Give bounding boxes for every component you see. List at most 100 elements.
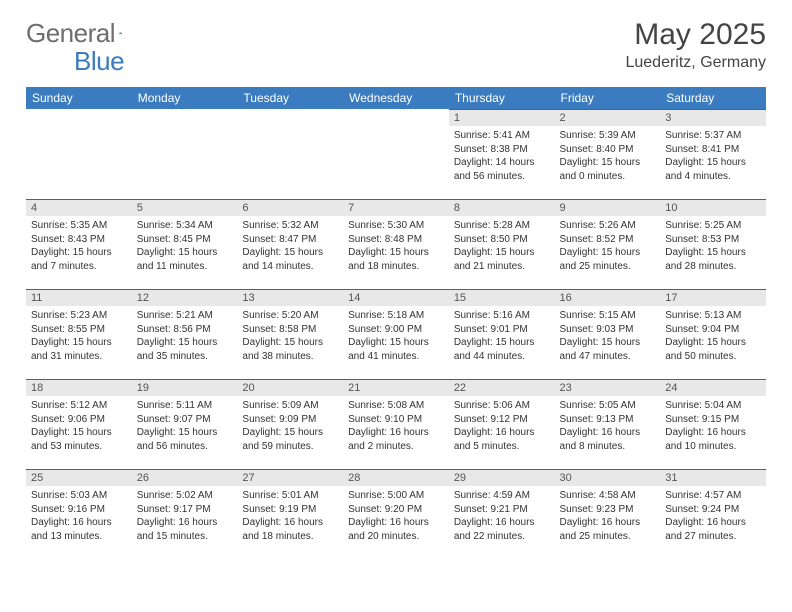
location: Luederitz, Germany: [625, 54, 766, 72]
day-content: Sunrise: 4:57 AMSunset: 9:24 PMDaylight:…: [660, 486, 766, 545]
calendar-day-cell: 18Sunrise: 5:12 AMSunset: 9:06 PMDayligh…: [26, 379, 132, 469]
calendar-week-row: 18Sunrise: 5:12 AMSunset: 9:06 PMDayligh…: [26, 379, 766, 469]
calendar-day-cell: 6Sunrise: 5:32 AMSunset: 8:47 PMDaylight…: [237, 199, 343, 289]
day-number: 14: [343, 289, 449, 306]
day-content: Sunrise: 4:58 AMSunset: 9:23 PMDaylight:…: [555, 486, 661, 545]
calendar-day-cell: 26Sunrise: 5:02 AMSunset: 9:17 PMDayligh…: [132, 469, 238, 559]
daylight-text: Daylight: 15 hours and 38 minutes.: [242, 336, 338, 363]
day-number: 20: [237, 379, 343, 396]
brand-name-1: General: [26, 18, 115, 49]
daylight-text: Daylight: 16 hours and 27 minutes.: [665, 516, 761, 543]
sunset-text: Sunset: 8:43 PM: [31, 233, 127, 247]
sunset-text: Sunset: 9:23 PM: [560, 503, 656, 517]
sunset-text: Sunset: 8:45 PM: [137, 233, 233, 247]
brand-logo: General: [26, 18, 143, 49]
day-content: Sunrise: 5:35 AMSunset: 8:43 PMDaylight:…: [26, 216, 132, 275]
sunrise-text: Sunrise: 5:03 AM: [31, 489, 127, 503]
sunrise-text: Sunrise: 5:20 AM: [242, 309, 338, 323]
day-content: Sunrise: 5:12 AMSunset: 9:06 PMDaylight:…: [26, 396, 132, 455]
day-number: 26: [132, 469, 238, 486]
daylight-text: Daylight: 16 hours and 2 minutes.: [348, 426, 444, 453]
daylight-text: Daylight: 16 hours and 20 minutes.: [348, 516, 444, 543]
sunrise-text: Sunrise: 5:06 AM: [454, 399, 550, 413]
sunrise-text: Sunrise: 5:05 AM: [560, 399, 656, 413]
day-number: 24: [660, 379, 766, 396]
day-content: Sunrise: 5:04 AMSunset: 9:15 PMDaylight:…: [660, 396, 766, 455]
calendar-day-cell: 24Sunrise: 5:04 AMSunset: 9:15 PMDayligh…: [660, 379, 766, 469]
sunrise-text: Sunrise: 5:00 AM: [348, 489, 444, 503]
sunrise-text: Sunrise: 5:41 AM: [454, 129, 550, 143]
day-number: 1: [449, 109, 555, 126]
day-number: 6: [237, 199, 343, 216]
sunset-text: Sunset: 8:47 PM: [242, 233, 338, 247]
sunset-text: Sunset: 9:00 PM: [348, 323, 444, 337]
weekday-header-row: SundayMondayTuesdayWednesdayThursdayFrid…: [26, 87, 766, 109]
day-number: 21: [343, 379, 449, 396]
day-number: 8: [449, 199, 555, 216]
calendar-day-cell: 5Sunrise: 5:34 AMSunset: 8:45 PMDaylight…: [132, 199, 238, 289]
sunrise-text: Sunrise: 4:57 AM: [665, 489, 761, 503]
sunrise-text: Sunrise: 5:34 AM: [137, 219, 233, 233]
calendar-day-cell: 20Sunrise: 5:09 AMSunset: 9:09 PMDayligh…: [237, 379, 343, 469]
daylight-text: Daylight: 15 hours and 44 minutes.: [454, 336, 550, 363]
calendar-day-cell: 14Sunrise: 5:18 AMSunset: 9:00 PMDayligh…: [343, 289, 449, 379]
sunset-text: Sunset: 9:01 PM: [454, 323, 550, 337]
sunrise-text: Sunrise: 5:30 AM: [348, 219, 444, 233]
calendar-day-cell: 9Sunrise: 5:26 AMSunset: 8:52 PMDaylight…: [555, 199, 661, 289]
sunset-text: Sunset: 9:15 PM: [665, 413, 761, 427]
daylight-text: Daylight: 15 hours and 31 minutes.: [31, 336, 127, 363]
calendar-day-cell: 29Sunrise: 4:59 AMSunset: 9:21 PMDayligh…: [449, 469, 555, 559]
calendar-body: 1Sunrise: 5:41 AMSunset: 8:38 PMDaylight…: [26, 109, 766, 559]
calendar-day-cell: 21Sunrise: 5:08 AMSunset: 9:10 PMDayligh…: [343, 379, 449, 469]
sunrise-text: Sunrise: 5:32 AM: [242, 219, 338, 233]
sunset-text: Sunset: 9:13 PM: [560, 413, 656, 427]
calendar-day-cell: 7Sunrise: 5:30 AMSunset: 8:48 PMDaylight…: [343, 199, 449, 289]
sunrise-text: Sunrise: 5:35 AM: [31, 219, 127, 233]
day-number: 4: [26, 199, 132, 216]
sunset-text: Sunset: 9:09 PM: [242, 413, 338, 427]
calendar-week-row: 11Sunrise: 5:23 AMSunset: 8:55 PMDayligh…: [26, 289, 766, 379]
sunset-text: Sunset: 8:52 PM: [560, 233, 656, 247]
calendar-day-cell: 4Sunrise: 5:35 AMSunset: 8:43 PMDaylight…: [26, 199, 132, 289]
sunrise-text: Sunrise: 4:58 AM: [560, 489, 656, 503]
day-content: Sunrise: 5:34 AMSunset: 8:45 PMDaylight:…: [132, 216, 238, 275]
day-content: Sunrise: 5:06 AMSunset: 9:12 PMDaylight:…: [449, 396, 555, 455]
sunset-text: Sunset: 8:55 PM: [31, 323, 127, 337]
daylight-text: Daylight: 15 hours and 11 minutes.: [137, 246, 233, 273]
sunset-text: Sunset: 9:12 PM: [454, 413, 550, 427]
day-content: Sunrise: 5:20 AMSunset: 8:58 PMDaylight:…: [237, 306, 343, 365]
day-number: 19: [132, 379, 238, 396]
day-number: 23: [555, 379, 661, 396]
day-content: Sunrise: 5:37 AMSunset: 8:41 PMDaylight:…: [660, 126, 766, 185]
daylight-text: Daylight: 15 hours and 4 minutes.: [665, 156, 761, 183]
weekday-header: Saturday: [660, 87, 766, 109]
day-content: Sunrise: 5:02 AMSunset: 9:17 PMDaylight:…: [132, 486, 238, 545]
day-content: Sunrise: 4:59 AMSunset: 9:21 PMDaylight:…: [449, 486, 555, 545]
day-content: Sunrise: 5:11 AMSunset: 9:07 PMDaylight:…: [132, 396, 238, 455]
daylight-text: Daylight: 15 hours and 50 minutes.: [665, 336, 761, 363]
day-content: Sunrise: 5:28 AMSunset: 8:50 PMDaylight:…: [449, 216, 555, 275]
sunset-text: Sunset: 9:04 PM: [665, 323, 761, 337]
calendar-day-cell: 10Sunrise: 5:25 AMSunset: 8:53 PMDayligh…: [660, 199, 766, 289]
daylight-text: Daylight: 15 hours and 25 minutes.: [560, 246, 656, 273]
day-content: Sunrise: 5:09 AMSunset: 9:09 PMDaylight:…: [237, 396, 343, 455]
sunrise-text: Sunrise: 5:26 AM: [560, 219, 656, 233]
day-number: 7: [343, 199, 449, 216]
day-content: Sunrise: 5:08 AMSunset: 9:10 PMDaylight:…: [343, 396, 449, 455]
daylight-text: Daylight: 16 hours and 22 minutes.: [454, 516, 550, 543]
day-content: Sunrise: 5:01 AMSunset: 9:19 PMDaylight:…: [237, 486, 343, 545]
sunrise-text: Sunrise: 5:23 AM: [31, 309, 127, 323]
sunrise-text: Sunrise: 5:09 AM: [242, 399, 338, 413]
calendar-day-cell: 31Sunrise: 4:57 AMSunset: 9:24 PMDayligh…: [660, 469, 766, 559]
sunrise-text: Sunrise: 5:02 AM: [137, 489, 233, 503]
day-content: Sunrise: 5:03 AMSunset: 9:16 PMDaylight:…: [26, 486, 132, 545]
day-content: Sunrise: 5:30 AMSunset: 8:48 PMDaylight:…: [343, 216, 449, 275]
calendar-day-cell: 28Sunrise: 5:00 AMSunset: 9:20 PMDayligh…: [343, 469, 449, 559]
sunrise-text: Sunrise: 5:13 AM: [665, 309, 761, 323]
sunrise-text: Sunrise: 5:01 AM: [242, 489, 338, 503]
daylight-text: Daylight: 16 hours and 18 minutes.: [242, 516, 338, 543]
sunset-text: Sunset: 8:48 PM: [348, 233, 444, 247]
daylight-text: Daylight: 16 hours and 8 minutes.: [560, 426, 656, 453]
weekday-header: Thursday: [449, 87, 555, 109]
calendar-day-cell: 3Sunrise: 5:37 AMSunset: 8:41 PMDaylight…: [660, 109, 766, 199]
